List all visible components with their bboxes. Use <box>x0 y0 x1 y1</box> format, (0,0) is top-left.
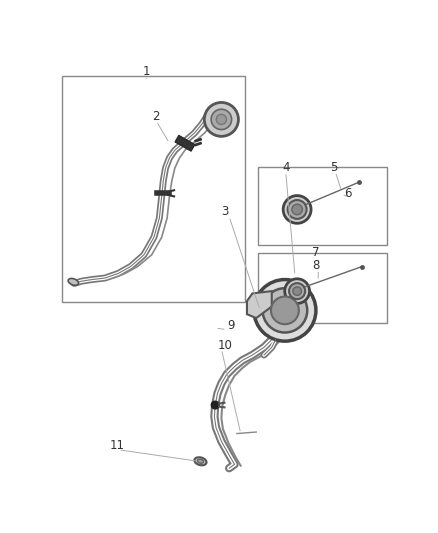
Circle shape <box>288 200 307 219</box>
Text: 11: 11 <box>109 439 124 453</box>
Circle shape <box>211 109 232 130</box>
Circle shape <box>254 280 316 341</box>
Text: 2: 2 <box>152 110 160 123</box>
Ellipse shape <box>194 457 207 465</box>
Text: 8: 8 <box>312 259 320 272</box>
Circle shape <box>293 287 301 295</box>
Circle shape <box>263 288 307 333</box>
Text: 4: 4 <box>282 160 290 174</box>
Text: 7: 7 <box>312 246 320 259</box>
Text: 9: 9 <box>228 319 235 332</box>
Text: 5: 5 <box>330 160 337 174</box>
Circle shape <box>289 283 305 299</box>
Circle shape <box>204 102 238 136</box>
Circle shape <box>285 279 310 303</box>
Polygon shape <box>247 291 272 318</box>
Text: 6: 6 <box>344 187 351 200</box>
Bar <box>258 253 387 322</box>
Circle shape <box>292 204 302 215</box>
Bar <box>175 135 195 151</box>
Text: 10: 10 <box>218 338 233 351</box>
Circle shape <box>216 114 226 125</box>
Text: 1: 1 <box>142 65 150 78</box>
Circle shape <box>283 196 311 223</box>
Bar <box>61 76 245 302</box>
Circle shape <box>271 296 299 324</box>
Text: 3: 3 <box>222 205 229 219</box>
Bar <box>258 166 387 245</box>
Circle shape <box>211 401 219 409</box>
Ellipse shape <box>68 278 78 285</box>
Ellipse shape <box>198 459 204 463</box>
